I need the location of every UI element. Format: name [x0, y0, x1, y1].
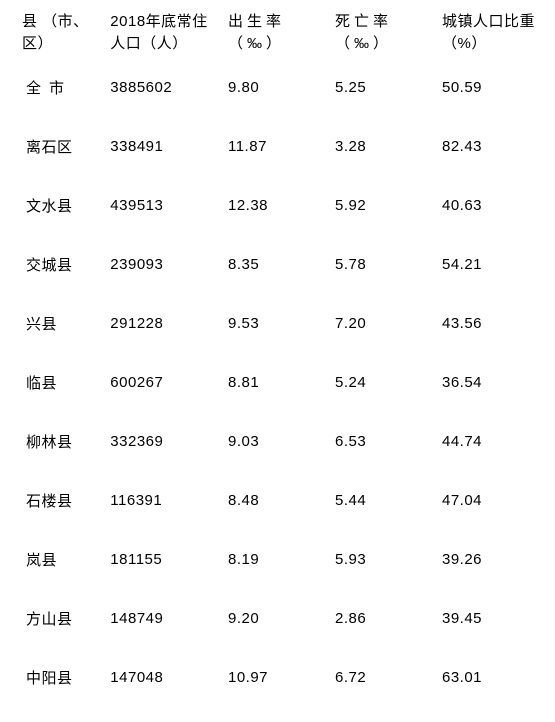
population-table: 县 （市、区） 2018年底常住人口（人） 出生率（‰） 死亡率（‰） 城镇人口… [10, 8, 545, 707]
cell-population: 147048 [106, 648, 224, 707]
cell-death-rate: 7.20 [331, 294, 438, 353]
cell-region: 方山县 [10, 589, 106, 648]
table-row: 文水县43951312.385.9240.63 [10, 176, 545, 235]
cell-population: 116391 [106, 471, 224, 530]
cell-population: 148749 [106, 589, 224, 648]
cell-urban-share: 82.43 [438, 117, 545, 176]
cell-urban-share: 43.56 [438, 294, 545, 353]
cell-region: 柳林县 [10, 412, 106, 471]
cell-birth-rate: 8.35 [224, 235, 331, 294]
cell-birth-rate: 9.03 [224, 412, 331, 471]
cell-urban-share: 39.45 [438, 589, 545, 648]
cell-population: 439513 [106, 176, 224, 235]
cell-death-rate: 2.86 [331, 589, 438, 648]
cell-death-rate: 5.24 [331, 353, 438, 412]
cell-death-rate: 5.44 [331, 471, 438, 530]
cell-birth-rate: 9.53 [224, 294, 331, 353]
cell-urban-share: 36.54 [438, 353, 545, 412]
cell-birth-rate: 8.19 [224, 530, 331, 589]
table-row: 岚县1811558.195.9339.26 [10, 530, 545, 589]
cell-region: 中阳县 [10, 648, 106, 707]
cell-death-rate: 3.28 [331, 117, 438, 176]
cell-urban-share: 44.74 [438, 412, 545, 471]
cell-birth-rate: 8.48 [224, 471, 331, 530]
cell-region: 兴县 [10, 294, 106, 353]
header-population: 2018年底常住人口（人） [106, 8, 224, 58]
cell-urban-share: 50.59 [438, 58, 545, 117]
cell-death-rate: 6.72 [331, 648, 438, 707]
cell-population: 338491 [106, 117, 224, 176]
cell-death-rate: 5.78 [331, 235, 438, 294]
cell-population: 291228 [106, 294, 224, 353]
cell-birth-rate: 8.81 [224, 353, 331, 412]
table-row: 兴县2912289.537.2043.56 [10, 294, 545, 353]
cell-population: 600267 [106, 353, 224, 412]
table-row: 中阳县14704810.976.7263.01 [10, 648, 545, 707]
header-birth-rate: 出生率（‰） [224, 8, 331, 58]
cell-death-rate: 5.92 [331, 176, 438, 235]
cell-urban-share: 40.63 [438, 176, 545, 235]
cell-region: 离石区 [10, 117, 106, 176]
header-death-rate-text: 死亡率（‰） [335, 13, 392, 53]
header-population-text: 2018年底常住人口（人） [110, 13, 207, 53]
cell-birth-rate: 9.20 [224, 589, 331, 648]
table-row: 柳林县3323699.036.5344.74 [10, 412, 545, 471]
cell-urban-share: 47.04 [438, 471, 545, 530]
cell-population: 332369 [106, 412, 224, 471]
cell-population: 3885602 [106, 58, 224, 117]
table-row: 离石区33849111.873.2882.43 [10, 117, 545, 176]
cell-region: 石楼县 [10, 471, 106, 530]
cell-urban-share: 63.01 [438, 648, 545, 707]
cell-death-rate: 6.53 [331, 412, 438, 471]
table-row: 临县6002678.815.2436.54 [10, 353, 545, 412]
cell-urban-share: 54.21 [438, 235, 545, 294]
header-urban-share: 城镇人口比重（%） [438, 8, 545, 58]
header-region: 县 （市、区） [10, 8, 106, 58]
cell-birth-rate: 9.80 [224, 58, 331, 117]
cell-population: 181155 [106, 530, 224, 589]
header-row: 县 （市、区） 2018年底常住人口（人） 出生率（‰） 死亡率（‰） 城镇人口… [10, 8, 545, 58]
header-region-text: 县 （市、区） [22, 13, 89, 53]
cell-birth-rate: 11.87 [224, 117, 331, 176]
cell-region: 交城县 [10, 235, 106, 294]
cell-urban-share: 39.26 [438, 530, 545, 589]
table-row: 交城县2390938.355.7854.21 [10, 235, 545, 294]
cell-region: 文水县 [10, 176, 106, 235]
cell-birth-rate: 12.38 [224, 176, 331, 235]
cell-region: 全市 [10, 58, 106, 117]
table-body: 全市38856029.805.2550.59离石区33849111.873.28… [10, 58, 545, 707]
cell-death-rate: 5.25 [331, 58, 438, 117]
cell-population: 239093 [106, 235, 224, 294]
header-urban-share-text: 城镇人口比重（%） [442, 13, 535, 53]
table-row: 方山县1487499.202.8639.45 [10, 589, 545, 648]
cell-death-rate: 5.93 [331, 530, 438, 589]
table-row: 全市38856029.805.2550.59 [10, 58, 545, 117]
header-death-rate: 死亡率（‰） [331, 8, 438, 58]
cell-region: 岚县 [10, 530, 106, 589]
table-row: 石楼县1163918.485.4447.04 [10, 471, 545, 530]
cell-region: 临县 [10, 353, 106, 412]
header-birth-rate-text: 出生率（‰） [228, 13, 285, 53]
cell-birth-rate: 10.97 [224, 648, 331, 707]
